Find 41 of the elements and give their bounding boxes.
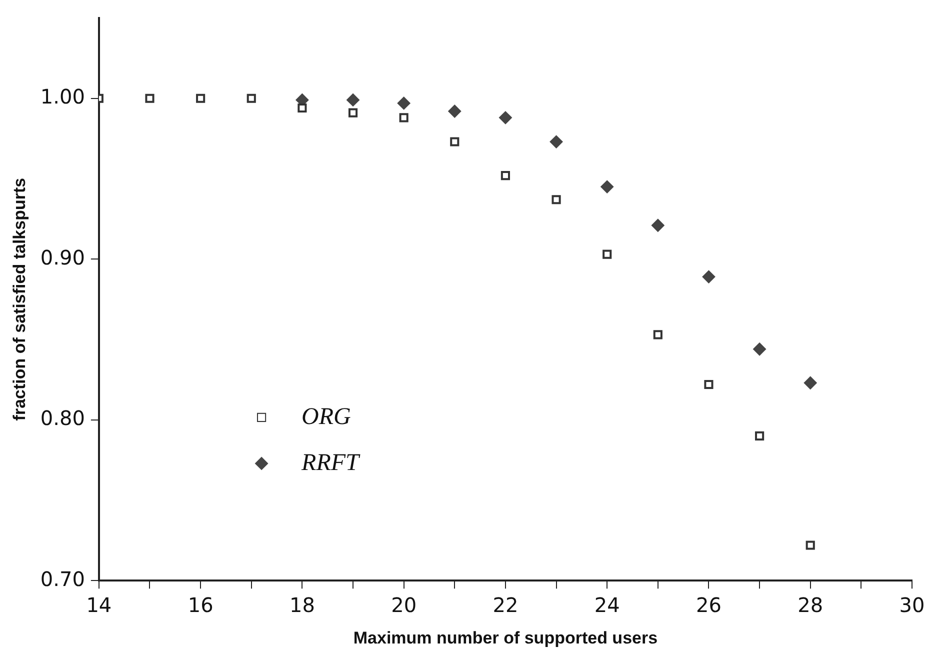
point: [346, 93, 360, 106]
x-tick-label: 22: [492, 592, 518, 617]
point: [500, 170, 510, 180]
point: [298, 103, 307, 113]
point: [397, 96, 410, 110]
point: [145, 94, 154, 103]
x-tick-label: 28: [798, 592, 824, 617]
x-tick-label: 14: [86, 592, 112, 617]
point: [450, 137, 460, 146]
legend-label: ORG: [302, 404, 351, 430]
point: [653, 330, 662, 340]
x-tick-label: 16: [188, 592, 214, 617]
point: [550, 135, 563, 148]
x-axis-title: Maximum number of supported users: [353, 628, 658, 648]
point: [399, 113, 408, 122]
point: [804, 376, 817, 390]
y-tick-label: 0.80: [40, 406, 85, 430]
legend-label: RRFT: [300, 450, 361, 476]
point: [753, 342, 766, 356]
point: [600, 180, 614, 194]
x-tick-label: 30: [899, 592, 925, 617]
point: [448, 104, 462, 118]
y-tick-label: 1.00: [40, 84, 85, 109]
point: [602, 250, 612, 259]
point: [498, 111, 512, 124]
y-tick-label: 0.90: [40, 245, 85, 270]
point: [196, 94, 206, 103]
point: [704, 380, 714, 390]
point: [552, 195, 561, 204]
x-tick-label: 26: [696, 592, 722, 617]
point: [702, 270, 716, 284]
point: [755, 431, 764, 440]
x-tick-label: 18: [289, 592, 315, 617]
point: [651, 218, 664, 232]
point: [246, 94, 256, 103]
x-tick-label: 24: [594, 592, 620, 617]
point: [348, 108, 358, 118]
y-axis-title: fraction of satisfied talkspurts: [10, 178, 29, 421]
y-tick-label: 0.70: [40, 566, 85, 591]
point: [806, 540, 815, 550]
x-tick-label: 20: [391, 592, 417, 617]
